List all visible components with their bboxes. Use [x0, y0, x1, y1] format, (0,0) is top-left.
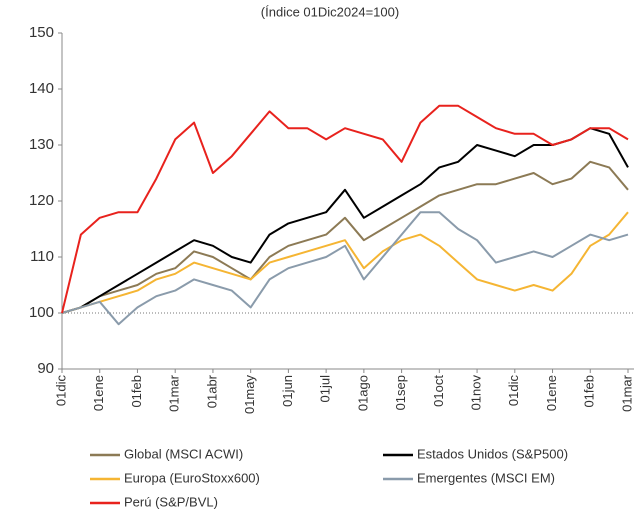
x-tick-label: 01mar — [167, 374, 182, 412]
chart-title: (Índice 01Dic2024=100) — [261, 4, 399, 19]
y-tick-label: 100 — [29, 304, 54, 321]
series-line — [61, 160, 629, 314]
series-line — [61, 211, 629, 326]
legend-label: Perú (S&P/BVL) — [124, 494, 218, 509]
x-tick-label: 01dic — [506, 375, 521, 407]
x-tick-label: 01dic — [53, 375, 68, 407]
y-tick-label: 140 — [29, 80, 54, 97]
legend-label: Estados Unidos (S&P500) — [417, 446, 568, 461]
x-tick-label: 01oct — [431, 375, 446, 407]
x-tick-label: 01ene — [91, 375, 106, 411]
y-tick-label: 90 — [37, 360, 54, 377]
x-tick-label: 01mar — [619, 374, 634, 412]
x-tick-label: 01may — [242, 375, 257, 415]
x-tick-label: 01jun — [280, 375, 295, 407]
y-tick-label: 120 — [29, 192, 54, 209]
y-tick-label: 110 — [30, 248, 54, 265]
legend-label: Emergentes (MSCI EM) — [417, 470, 555, 485]
series-line — [61, 104, 629, 314]
x-tick-label: 01feb — [129, 375, 144, 408]
legend-label: Europa (EuroStoxx600) — [124, 470, 260, 485]
x-tick-label: 01abr — [204, 374, 219, 408]
y-tick-label: 130 — [29, 136, 54, 153]
legend-label: Global (MSCI ACWI) — [124, 446, 243, 461]
x-tick-label: 01nov — [469, 375, 484, 411]
x-tick-label: 01jul — [318, 375, 333, 403]
series-line — [61, 127, 629, 314]
x-tick-label: 01feb — [582, 375, 597, 408]
x-tick-label: 01ago — [355, 375, 370, 411]
x-tick-label: 01ene — [544, 375, 559, 411]
x-tick-label: 01sep — [393, 375, 408, 410]
y-tick-label: 150 — [29, 24, 54, 41]
series-line — [61, 211, 629, 314]
